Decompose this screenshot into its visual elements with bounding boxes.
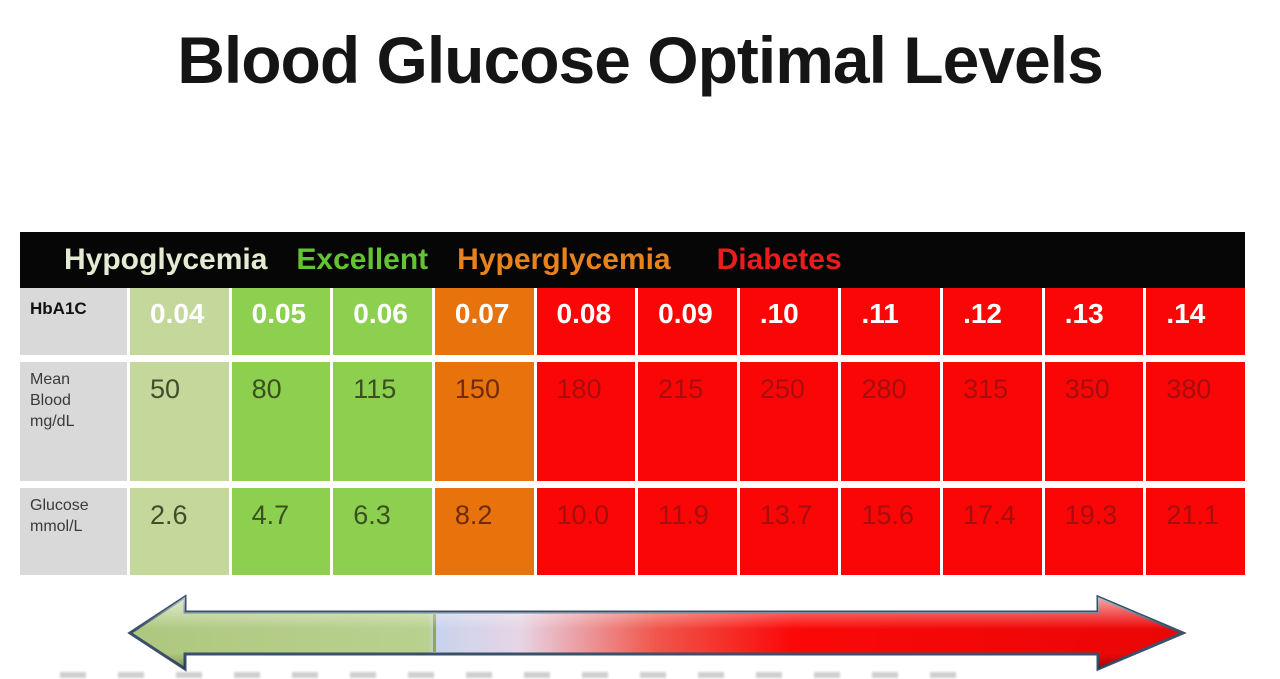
mean-blood-cell-3: 150 bbox=[434, 362, 534, 481]
row-header-mean-blood: Mean Blood mg/dL bbox=[20, 362, 127, 481]
arrow-sheen-overlay bbox=[130, 597, 1183, 669]
legend-bar: Hypoglycemia Excellent Hyperglycemia Dia… bbox=[20, 232, 1245, 288]
hba1c-cell-6: .10 bbox=[739, 288, 839, 355]
mean-blood-cell-9: 350 bbox=[1044, 362, 1144, 481]
severity-arrow bbox=[127, 594, 1187, 672]
hba1c-cell-1: 0.05 bbox=[231, 288, 331, 355]
page-title: Blood Glucose Optimal Levels bbox=[177, 23, 1104, 97]
mean-blood-cell-0: 50 bbox=[130, 362, 229, 481]
glucose-cell-1: 4.7 bbox=[231, 488, 331, 575]
mean-blood-cell-10: 380 bbox=[1146, 362, 1245, 481]
mean-blood-cell-6: 250 bbox=[739, 362, 839, 481]
bottom-crop-artifact bbox=[60, 672, 960, 678]
glucose-cell-2: 6.3 bbox=[333, 488, 432, 575]
legend-label-excellent: Excellent bbox=[296, 243, 429, 276]
mean-blood-cell-8: 315 bbox=[943, 362, 1042, 481]
mean-blood-cell-2: 115 bbox=[333, 362, 432, 481]
legend-label-diabetes: Diabetes bbox=[716, 243, 842, 276]
hba1c-cell-0: 0.04 bbox=[130, 288, 229, 355]
glucose-cell-6: 13.7 bbox=[739, 488, 839, 575]
glucose-cell-10: 21.1 bbox=[1146, 488, 1245, 575]
glucose-cell-0: 2.6 bbox=[130, 488, 229, 575]
hba1c-cell-3: 0.07 bbox=[434, 288, 534, 355]
hba1c-cell-8: .12 bbox=[943, 288, 1042, 355]
glucose-cell-8: 17.4 bbox=[943, 488, 1042, 575]
mean-blood-cell-4: 180 bbox=[536, 362, 636, 481]
hba1c-cell-2: 0.06 bbox=[333, 288, 432, 355]
mean-blood-cell-1: 80 bbox=[231, 362, 331, 481]
mean-blood-cell-5: 215 bbox=[638, 362, 737, 481]
glucose-cell-4: 10.0 bbox=[536, 488, 636, 575]
levels-table: HbA1C 0.04 0.05 0.06 0.07 0.08 0.09.10.11.12.1… bbox=[20, 288, 1245, 575]
glucose-cell-9: 19.3 bbox=[1044, 488, 1144, 575]
mean-blood-cell-7: 280 bbox=[841, 362, 941, 481]
glucose-cell-3: 8.2 bbox=[434, 488, 534, 575]
hba1c-cell-4: 0.08 bbox=[536, 288, 636, 355]
hba1c-cell-5: 0.09 bbox=[638, 288, 737, 355]
hba1c-cell-9: .13 bbox=[1044, 288, 1144, 355]
legend-label-hyperglycemia: Hyperglycemia bbox=[457, 243, 671, 276]
hba1c-cell-7: .11 bbox=[841, 288, 941, 355]
glucose-cell-5: 11.9 bbox=[638, 488, 737, 575]
legend-label-hypoglycemia: Hypoglycemia bbox=[64, 243, 268, 276]
hba1c-cell-10: .14 bbox=[1146, 288, 1245, 355]
row-header-glucose: Glucose mmol/L bbox=[20, 488, 127, 575]
row-header-hba1c: HbA1C bbox=[20, 288, 127, 355]
glucose-cell-7: 15.6 bbox=[841, 488, 941, 575]
